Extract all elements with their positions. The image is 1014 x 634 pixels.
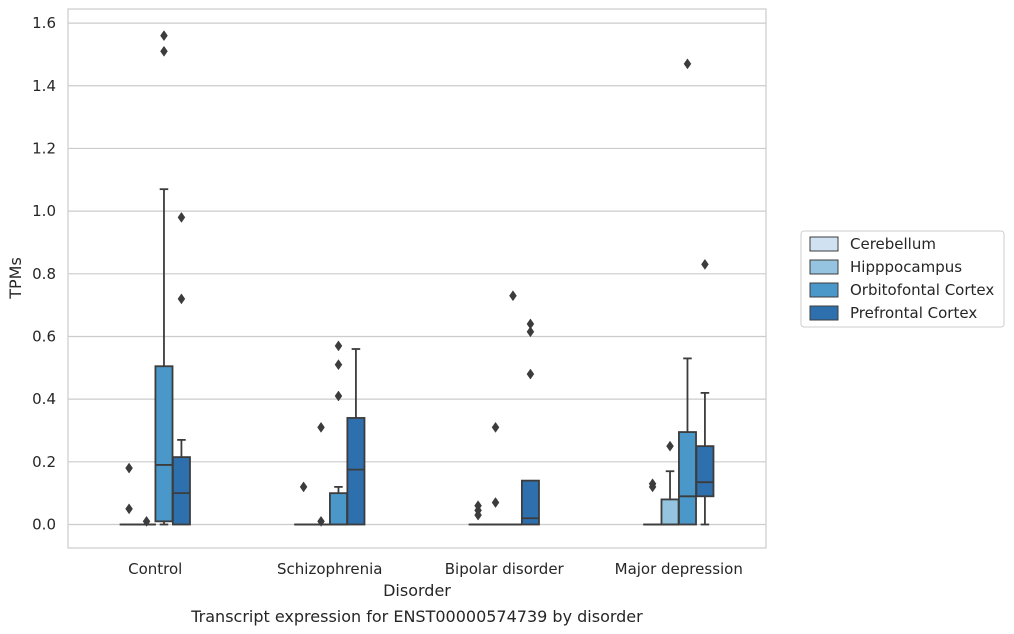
legend-label: Orbitofontal Cortex xyxy=(850,281,994,299)
x-tick-label: Major depression xyxy=(615,560,743,578)
box-body xyxy=(678,431,697,526)
legend-swatch xyxy=(809,282,839,298)
box-cerebellum xyxy=(643,478,663,526)
x-tick-labels: Control Schizophrenia Bipolar disorder Majo… xyxy=(128,560,743,578)
outlier-point xyxy=(474,509,482,521)
legend-item-orbitofontal-cortex: Orbitofontal Cortex xyxy=(809,281,994,299)
legend-items: Cerebellum Hipppocampus Orbitofontal Corte… xyxy=(809,235,994,322)
legend-swatch xyxy=(809,236,839,252)
box-orbitofontal-cortex xyxy=(329,340,348,526)
box-body xyxy=(346,417,366,526)
box-body xyxy=(520,479,540,526)
y-tick-label: 1.2 xyxy=(32,139,56,157)
legend-label: Prefrontal Cortex xyxy=(850,304,977,322)
outlier-point xyxy=(177,293,186,305)
plot-frame xyxy=(67,8,767,549)
legend-item-cerebellum: Cerebellum xyxy=(809,235,936,253)
outlier-point xyxy=(125,462,133,474)
box-hipppocampus xyxy=(311,421,331,527)
y-axis-label: TPMs xyxy=(6,257,25,300)
box-layer xyxy=(119,30,715,527)
outlier-point xyxy=(334,340,343,352)
box-prefrontal-cortex xyxy=(171,211,191,526)
legend: Cerebellum Hipppocampus Orbitofontal Corte… xyxy=(800,230,1005,328)
x-tick-label: Bipolar disorder xyxy=(445,560,565,578)
outlier-point xyxy=(491,421,500,433)
category-group-bipolar-disorder xyxy=(468,290,540,526)
outlier-point xyxy=(334,390,343,402)
y-tick-label: 0.0 xyxy=(32,515,56,533)
y-tick-labels: 0.0 0.2 0.4 0.6 0.8 1.0 1.2 1.4 1.6 xyxy=(32,14,56,533)
y-tick-label: 1.0 xyxy=(32,202,56,220)
y-tick-label: 0.8 xyxy=(32,265,56,283)
box-orbitofontal-cortex xyxy=(503,290,523,526)
category-group-schizophrenia xyxy=(294,340,366,527)
outlier-point xyxy=(125,503,133,515)
box-cerebellum xyxy=(294,481,314,526)
y-tick-label: 0.2 xyxy=(32,453,56,471)
y-tick-label: 0.6 xyxy=(32,327,56,345)
legend-label: Hipppocampus xyxy=(850,258,962,276)
box-hipppocampus xyxy=(660,440,680,526)
outlier-point xyxy=(317,515,325,527)
outlier-point xyxy=(160,30,168,42)
box-cerebellum xyxy=(119,462,139,526)
chart-caption: Transcript expression for ENST0000057473… xyxy=(190,607,643,626)
outlier-point xyxy=(701,258,709,270)
category-group-major-depression xyxy=(643,58,715,526)
y-tick-label: 1.4 xyxy=(32,77,56,95)
box-body xyxy=(695,445,715,498)
box-orbitofontal-cortex xyxy=(678,58,697,526)
box-hipppocampus xyxy=(486,421,505,526)
outlier-point xyxy=(526,368,535,380)
outlier-point xyxy=(666,440,674,452)
outlier-point xyxy=(299,481,308,493)
outlier-point xyxy=(526,326,535,338)
legend-frame xyxy=(800,230,1005,328)
outlier-point xyxy=(509,290,517,302)
outlier-point xyxy=(317,421,325,433)
box-cerebellum xyxy=(468,500,488,526)
outlier-point xyxy=(334,359,343,371)
box-body xyxy=(154,365,174,523)
legend-swatch xyxy=(809,259,839,275)
outlier-point xyxy=(177,211,186,223)
box-prefrontal-cortex xyxy=(346,348,366,526)
outlier-point xyxy=(142,515,151,527)
box-orbitofontal-cortex xyxy=(154,30,174,526)
outlier-point xyxy=(683,58,692,70)
x-axis-label: Disorder xyxy=(383,581,451,600)
box-body xyxy=(660,498,680,526)
legend-item-hipppocampus: Hipppocampus xyxy=(809,258,962,276)
category-group-control xyxy=(119,30,191,527)
x-tick-label: Schizophrenia xyxy=(277,560,382,578)
box-body xyxy=(329,492,348,526)
box-hipppocampus xyxy=(137,515,156,527)
outlier-point xyxy=(491,497,500,508)
y-tick-label: 1.6 xyxy=(32,14,56,32)
outlier-point xyxy=(160,45,168,57)
legend-label: Cerebellum xyxy=(850,235,936,253)
outlier-point xyxy=(648,481,657,493)
box-prefrontal-cortex xyxy=(520,318,540,526)
box-prefrontal-cortex xyxy=(695,258,715,526)
legend-swatch xyxy=(809,305,839,321)
y-tick-label: 0.4 xyxy=(32,390,56,408)
legend-item-prefrontal-cortex: Prefrontal Cortex xyxy=(809,304,977,322)
box-body xyxy=(171,456,191,526)
x-tick-label: Control xyxy=(128,560,182,578)
